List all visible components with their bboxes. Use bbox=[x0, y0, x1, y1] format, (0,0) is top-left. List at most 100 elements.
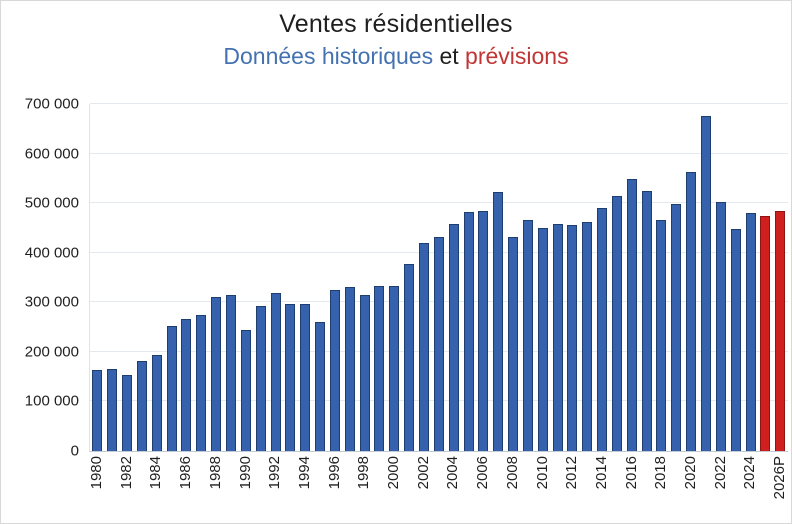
x-tick-slot: 1998 bbox=[355, 456, 373, 520]
bar-2024 bbox=[745, 212, 756, 451]
bar-slot bbox=[90, 104, 105, 451]
x-tick-label: 2016 bbox=[622, 456, 640, 490]
bar-slot bbox=[506, 104, 521, 451]
x-tick-label: 2004 bbox=[444, 456, 462, 490]
y-tick-label: 400 000 bbox=[24, 244, 79, 262]
x-tick-slot bbox=[520, 456, 535, 520]
bar-slot bbox=[120, 104, 135, 451]
x-tick-label: 1990 bbox=[236, 456, 254, 490]
x-tick-slot: 1990 bbox=[236, 456, 254, 520]
y-tick-label: 700 000 bbox=[24, 95, 79, 113]
x-tick-slot: 2006 bbox=[474, 456, 491, 520]
bar-slot bbox=[580, 104, 595, 451]
bar-slot bbox=[298, 104, 313, 451]
bar-1995 bbox=[315, 322, 326, 451]
bar-2023 bbox=[730, 228, 741, 451]
bar-2010 bbox=[537, 227, 548, 451]
x-tick-slot bbox=[253, 456, 268, 520]
bar-slot bbox=[610, 104, 625, 451]
x-tick-label: 1982 bbox=[117, 456, 135, 490]
chart-title: Ventes résidentielles bbox=[279, 10, 513, 38]
bar-slot bbox=[164, 104, 179, 451]
bar-slot bbox=[135, 104, 150, 451]
x-tick-label: 2002 bbox=[414, 456, 432, 490]
x-tick-label: 1986 bbox=[177, 456, 195, 490]
x-tick-slot bbox=[163, 456, 178, 520]
x-tick-slot: 2002 bbox=[414, 456, 432, 520]
bar-1982 bbox=[122, 374, 133, 451]
x-tick-label: 1980 bbox=[88, 456, 105, 490]
bar-1996 bbox=[329, 290, 340, 451]
bar-slot bbox=[476, 104, 491, 451]
bar-slot bbox=[758, 104, 773, 451]
x-tick-label: 2012 bbox=[563, 456, 581, 490]
subtitle-forecast-label: prévisions bbox=[465, 43, 569, 70]
bar-slot bbox=[713, 104, 728, 451]
x-tick-slot bbox=[371, 456, 386, 520]
bar-1984 bbox=[151, 355, 162, 451]
x-tick-slot: 2026P bbox=[771, 456, 789, 520]
bar-slot bbox=[565, 104, 580, 451]
bar-slot bbox=[550, 104, 565, 451]
y-tick-label: 500 000 bbox=[24, 194, 79, 212]
subtitle-historical-label: Données historiques bbox=[223, 43, 434, 70]
y-tick-label: 0 bbox=[70, 442, 79, 460]
bar-slot bbox=[728, 104, 743, 451]
x-tick-label: 2014 bbox=[592, 456, 610, 490]
bar-slot bbox=[491, 104, 506, 451]
y-tick-label: 600 000 bbox=[24, 145, 79, 163]
x-tick-label: 1998 bbox=[355, 456, 373, 490]
bar-1998 bbox=[359, 295, 370, 451]
x-tick-slot: 2004 bbox=[444, 456, 462, 520]
bar-1988 bbox=[211, 297, 222, 451]
bar-2020 bbox=[686, 171, 697, 451]
x-tick-slot bbox=[698, 456, 713, 520]
x-tick-label: 2026P bbox=[771, 456, 789, 500]
x-tick-slot bbox=[460, 456, 475, 520]
bar-1994 bbox=[300, 303, 311, 451]
bar-slot bbox=[387, 104, 402, 451]
bar-slot bbox=[699, 104, 714, 451]
bar-2007 bbox=[493, 191, 504, 451]
x-tick-slot bbox=[609, 456, 624, 520]
y-axis: 0 100 000 200 000 300 000 400 000 500 000 600 … bbox=[1, 96, 79, 460]
bar-2013 bbox=[582, 221, 593, 451]
bar-1985 bbox=[166, 325, 177, 451]
bar-2003 bbox=[433, 237, 444, 451]
x-tick-slot: 1980 bbox=[88, 456, 105, 520]
bar-slot bbox=[417, 104, 432, 451]
x-tick-slot bbox=[490, 456, 505, 520]
bar-2014 bbox=[597, 208, 608, 451]
bar-slot bbox=[639, 104, 654, 451]
x-tick-label: 1984 bbox=[147, 456, 165, 490]
x-tick-slot: 2018 bbox=[652, 456, 669, 520]
bar-1980 bbox=[92, 370, 103, 451]
x-tick-slot: 2014 bbox=[592, 456, 610, 520]
gridline bbox=[90, 152, 788, 154]
x-tick-slot bbox=[401, 456, 416, 520]
bar-2016 bbox=[626, 178, 637, 451]
x-tick-label: 1988 bbox=[206, 456, 224, 490]
bar-slot bbox=[149, 104, 164, 451]
x-tick-slot bbox=[312, 456, 327, 520]
bar-1997 bbox=[344, 287, 355, 451]
bar-2001 bbox=[404, 263, 415, 451]
bar-slot bbox=[461, 104, 476, 451]
x-tick-slot: 1992 bbox=[266, 456, 283, 520]
bar-1993 bbox=[285, 303, 296, 451]
bar-2002 bbox=[418, 242, 429, 451]
bar-1990 bbox=[240, 330, 251, 451]
bar-1983 bbox=[136, 360, 147, 451]
bar-2012 bbox=[567, 225, 578, 451]
bar-slot bbox=[402, 104, 417, 451]
x-tick-slot bbox=[193, 456, 208, 520]
x-tick-slot: 1982 bbox=[117, 456, 135, 520]
x-tick-label: 2000 bbox=[385, 456, 403, 490]
bar-series bbox=[90, 104, 788, 451]
bar-slot bbox=[342, 104, 357, 451]
y-tick-label: 300 000 bbox=[24, 293, 79, 311]
bar-1999 bbox=[374, 285, 385, 451]
bar-1991 bbox=[255, 306, 266, 451]
bar-slot bbox=[595, 104, 610, 451]
bar-1987 bbox=[196, 315, 207, 451]
